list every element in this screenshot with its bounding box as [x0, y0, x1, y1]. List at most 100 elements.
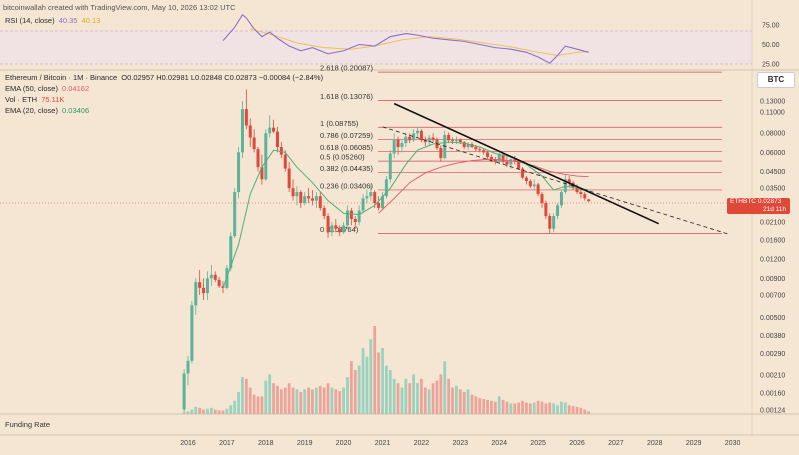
rsi-ma-value: 40.13: [81, 16, 101, 25]
volume-bar: [237, 392, 240, 414]
volume-bar: [396, 383, 400, 414]
candle-body: [505, 161, 509, 165]
candle-body: [182, 373, 186, 410]
candle-body: [451, 140, 455, 142]
ema20-line: [222, 141, 589, 289]
volume-bar: [213, 409, 217, 414]
volume-bar: [544, 403, 548, 414]
rsi-tick-label: 50.00: [762, 42, 780, 49]
ema50-label[interactable]: EMA (50, close): [5, 84, 58, 93]
volume-bar: [349, 361, 353, 414]
volume-bar: [260, 396, 264, 414]
volume-bar: [209, 407, 213, 414]
candle-body: [260, 167, 264, 180]
candle-body: [447, 134, 451, 141]
candle-body: [439, 148, 443, 159]
price-tick-label: 0.00380: [760, 333, 785, 340]
candle-body: [528, 180, 532, 187]
volume-bar: [303, 389, 307, 414]
candle-body: [396, 139, 400, 148]
fib-label: 0.5 (0.05260): [320, 153, 365, 162]
price-axis[interactable]: 0.13000 0.11000 0.08000 0.06000 0.04500 0.035…: [760, 99, 785, 415]
time-tick-label: 2017: [219, 440, 235, 447]
rsi-value: 40.35: [58, 16, 78, 25]
volume-bar: [466, 389, 470, 414]
candle-body: [279, 147, 283, 155]
volume-bar: [509, 403, 513, 414]
symbol-legend: Ethereum / Bitcoin · 1M · Binance O0.029…: [5, 73, 325, 83]
candle-body: [524, 177, 528, 181]
time-axis[interactable]: 2016 2017 2018 2019 2020 2021 2022 2023 2024 2025…: [180, 440, 740, 447]
volume-bar: [279, 389, 283, 414]
candle-body: [330, 225, 334, 233]
volume-bar: [412, 374, 416, 414]
volume-bar: [486, 399, 489, 414]
volume-bar: [194, 406, 198, 414]
candle-body: [431, 137, 435, 140]
rsi-ma-line: [250, 28, 589, 56]
candle-body: [205, 278, 209, 294]
volume-bar: [478, 398, 482, 414]
ema20-legend: EMA (20, close) 0.03406: [5, 106, 91, 116]
candle-body: [342, 225, 346, 233]
ema20-label[interactable]: EMA (20, close): [5, 106, 58, 115]
volume-bar: [560, 401, 563, 414]
candle-body: [264, 133, 268, 180]
volume-bar: [404, 378, 408, 414]
volume-bar: [361, 348, 365, 414]
volume-bar: [525, 402, 528, 414]
volume-bar: [311, 389, 314, 414]
price-tick-label: 0.00160: [760, 391, 785, 398]
time-tick-label: 2023: [453, 440, 469, 447]
volume-bar: [353, 370, 357, 414]
rsi-axis[interactable]: 75.00 50.00 25.00: [762, 23, 780, 69]
volume-bar: [334, 389, 338, 414]
candle-body: [283, 154, 287, 169]
volume-label[interactable]: Vol · ETH: [5, 95, 38, 104]
candle-body: [559, 192, 563, 206]
pair-name: ETHBTC 0.02873: [730, 198, 782, 205]
time-tick-label: 2025: [530, 440, 546, 447]
volume-bar: [575, 406, 579, 414]
trendline-solid[interactable]: [393, 102, 660, 225]
volume-bar: [206, 408, 209, 414]
candle-body: [349, 210, 353, 219]
candle-body: [237, 152, 241, 193]
currency-badge[interactable]: BTC: [757, 72, 795, 88]
price-tick-label: 0.00290: [760, 351, 785, 358]
volume-bar: [423, 387, 427, 414]
candle-body: [513, 159, 517, 161]
candle-body: [462, 142, 466, 148]
candle-body: [287, 168, 291, 189]
candle-body: [194, 282, 198, 306]
volume-bar: [326, 383, 330, 414]
candle-body: [575, 188, 579, 193]
volume-bars: [182, 326, 591, 414]
candle-body: [486, 152, 490, 157]
candle-body: [361, 198, 365, 211]
fib-label: 0.236 (0.03406): [320, 181, 373, 190]
trendline-dashed[interactable]: [382, 126, 729, 235]
candle-body: [338, 228, 342, 233]
candle-body: [501, 154, 505, 162]
price-tick-label: 0.01600: [760, 238, 785, 245]
candle-body: [583, 194, 587, 199]
volume-bar: [513, 403, 517, 414]
volume-bar: [528, 403, 532, 414]
rsi-panel: [0, 14, 752, 65]
candle-body: [213, 274, 217, 280]
time-tick-label: 2027: [608, 440, 624, 447]
volume-bar: [455, 385, 458, 414]
volume-bar: [416, 383, 419, 414]
volume-bar: [579, 407, 583, 414]
candle-body: [482, 150, 486, 153]
ema50-value: 0.04162: [62, 84, 90, 93]
time-tick-label: 2018: [258, 440, 274, 447]
volume-bar: [307, 387, 310, 414]
volume-bar: [392, 378, 396, 414]
volume-bar: [451, 387, 454, 414]
volume-bar: [431, 383, 435, 414]
volume-bar: [532, 402, 536, 414]
volume-bar: [365, 356, 369, 414]
symbol-title[interactable]: Ethereum / Bitcoin · 1M · Binance: [5, 73, 118, 82]
